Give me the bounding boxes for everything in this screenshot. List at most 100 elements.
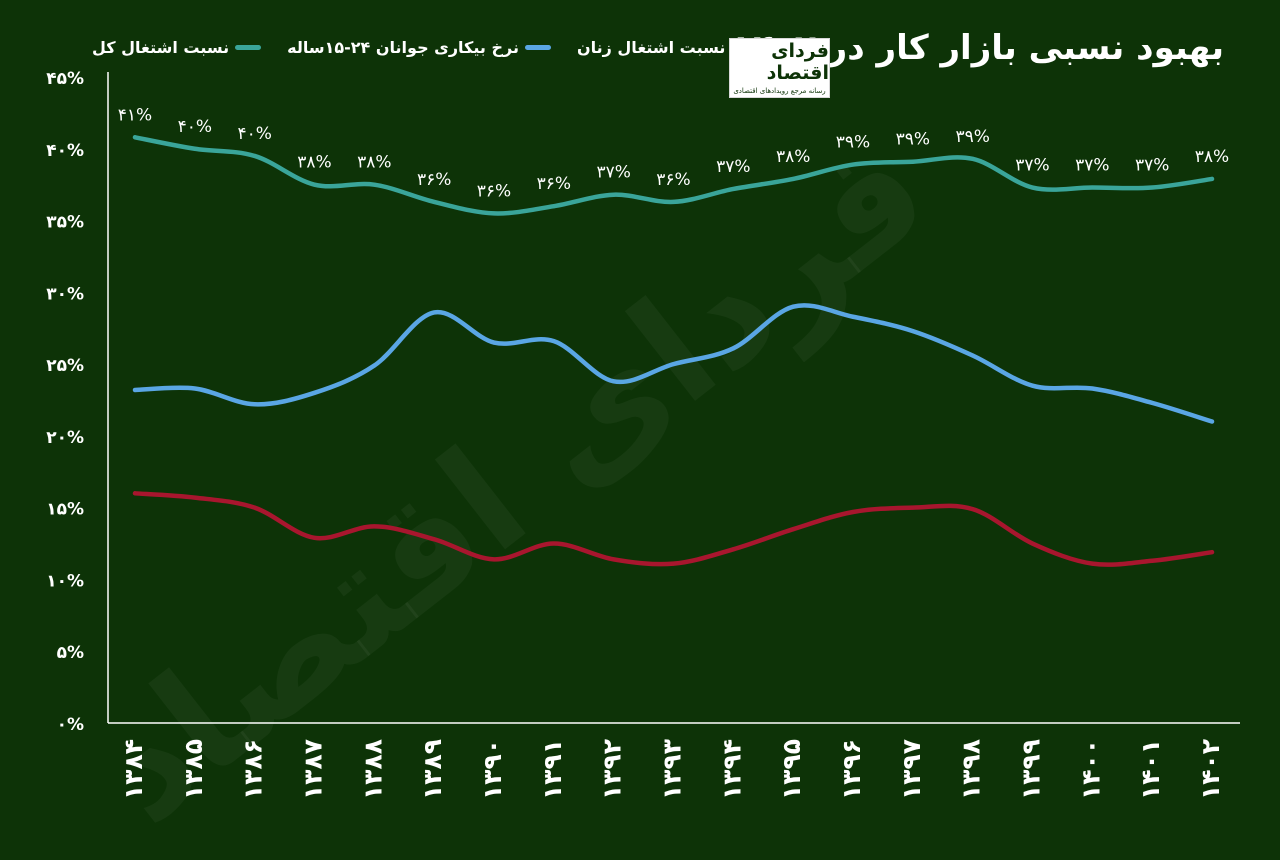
data-label: ۳۶% — [477, 181, 511, 201]
data-point — [910, 329, 915, 334]
x-tick-label: ۱۳۸۷ — [299, 739, 328, 800]
data-label: ۳۷% — [1015, 156, 1049, 176]
x-tick-label: ۱۳۸۹ — [418, 739, 447, 800]
data-label: ۳۶% — [656, 170, 690, 190]
data-point — [133, 135, 137, 140]
data-label: ۳۶% — [417, 170, 451, 190]
x-tick-label: ۱۳۹۲ — [598, 739, 627, 800]
data-point — [611, 379, 616, 384]
data-point — [252, 402, 257, 407]
data-point — [1150, 558, 1155, 563]
data-point — [252, 153, 257, 158]
data-point — [910, 159, 915, 164]
legend-label-women-employment: نسبت اشتغال زنان — [576, 38, 726, 57]
data-label: ۳۹% — [955, 127, 989, 147]
data-point — [1210, 419, 1214, 424]
series-line-youth-unemployment — [132, 303, 1215, 424]
data-point — [492, 340, 496, 345]
data-label: ۳۹% — [896, 130, 930, 150]
data-point — [551, 541, 556, 546]
data-label: ۳۸% — [1195, 147, 1229, 167]
x-tick-label: ۱۳۹۱ — [538, 739, 567, 800]
data-point — [372, 524, 377, 529]
data-label: ۳۷% — [1135, 156, 1169, 176]
data-point — [1150, 400, 1155, 405]
data-point — [252, 505, 257, 510]
data-point — [133, 387, 137, 392]
data-label: ۴۰% — [237, 124, 271, 144]
data-label: ۳۷% — [596, 163, 630, 183]
data-point — [671, 561, 676, 566]
data-point — [372, 182, 377, 187]
data-label: ۳۸% — [357, 153, 391, 173]
series-line-women-employment — [132, 491, 1215, 567]
data-point — [492, 211, 496, 216]
y-tick-label: ۵% — [57, 643, 84, 663]
x-tick-label: ۱۳۹۴ — [717, 739, 746, 800]
data-point — [851, 314, 855, 319]
data-point — [432, 310, 437, 315]
data-point — [791, 176, 796, 181]
chart-title: بهبود نسبی بازار کار در ۱۴۰۲ — [733, 28, 1224, 68]
data-point — [133, 491, 137, 496]
legend-item-total-employment: نسبت اشتغال کل — [92, 38, 262, 57]
legend-item-youth-unemployment: نرخ بیکاری جوانان ۲۴-۱۵ساله — [287, 38, 551, 57]
data-point — [851, 162, 855, 167]
logo-text: فردای اقتصاد — [766, 40, 829, 84]
x-tick-label: ۱۳۹۶ — [837, 739, 866, 800]
data-point — [1030, 541, 1035, 546]
data-point — [1090, 386, 1095, 391]
data-point — [492, 557, 496, 562]
legend-swatch-youth-unemployment — [524, 45, 551, 50]
data-label: ۴۰% — [178, 117, 212, 137]
data-point — [192, 495, 197, 500]
data-point — [970, 156, 975, 161]
x-tick-label: ۱۳۸۴ — [119, 739, 148, 800]
brand-logo: فردای اقتصاد رسانه مرجع رویدادهای اقتصاد… — [729, 38, 830, 98]
chart-legend: نسبت اشتغال کل نرخ بیکاری جوانان ۲۴-۱۵سا… — [92, 38, 758, 57]
data-point — [192, 146, 197, 151]
data-point — [312, 390, 317, 395]
data-point — [1210, 176, 1214, 181]
data-point — [432, 199, 437, 204]
data-point — [611, 557, 616, 562]
y-tick-label: ۱۰% — [46, 571, 84, 591]
x-tick-label: ۱۳۹۹ — [1017, 739, 1046, 800]
data-point — [1210, 550, 1214, 555]
data-point — [1030, 185, 1035, 190]
legend-label-youth-unemployment: نرخ بیکاری جوانان ۲۴-۱۵ساله — [287, 38, 519, 57]
y-tick-label: ۲۵% — [46, 356, 84, 376]
data-label: ۳۷% — [716, 157, 750, 177]
data-point — [791, 304, 796, 309]
data-point — [1090, 185, 1095, 190]
data-label: ۳۷% — [1075, 156, 1109, 176]
data-label: ۳۶% — [537, 174, 571, 194]
legend-label-total-employment: نسبت اشتغال کل — [92, 38, 230, 57]
data-point — [851, 509, 855, 514]
data-point — [731, 346, 736, 351]
logo-subtitle: رسانه مرجع رویدادهای اقتصادی — [733, 87, 826, 95]
data-point — [671, 362, 676, 367]
data-label: ۳۸% — [297, 153, 331, 173]
x-tick-label: ۱۳۹۵ — [777, 739, 806, 800]
data-point — [312, 535, 317, 540]
data-point — [432, 537, 437, 542]
data-point — [192, 386, 197, 391]
data-point — [910, 505, 915, 510]
data-point — [372, 363, 377, 368]
data-label: ۳۹% — [836, 133, 870, 153]
data-point — [551, 204, 556, 209]
x-tick-label: ۱۳۹۳ — [658, 739, 687, 800]
x-tick-label: ۱۴۰۱ — [1136, 739, 1165, 800]
data-point — [791, 527, 796, 532]
x-tick-label: ۱۴۰۰ — [1076, 739, 1105, 800]
data-point — [731, 547, 736, 552]
y-tick-label: ۴۰% — [46, 141, 84, 161]
x-tick-label: ۱۳۸۸ — [358, 739, 387, 800]
x-tick-label: ۱۳۸۵ — [179, 739, 208, 800]
data-point — [1090, 561, 1095, 566]
data-point — [970, 507, 975, 512]
x-tick-label: ۱۳۹۸ — [957, 739, 986, 800]
data-point — [731, 186, 736, 191]
